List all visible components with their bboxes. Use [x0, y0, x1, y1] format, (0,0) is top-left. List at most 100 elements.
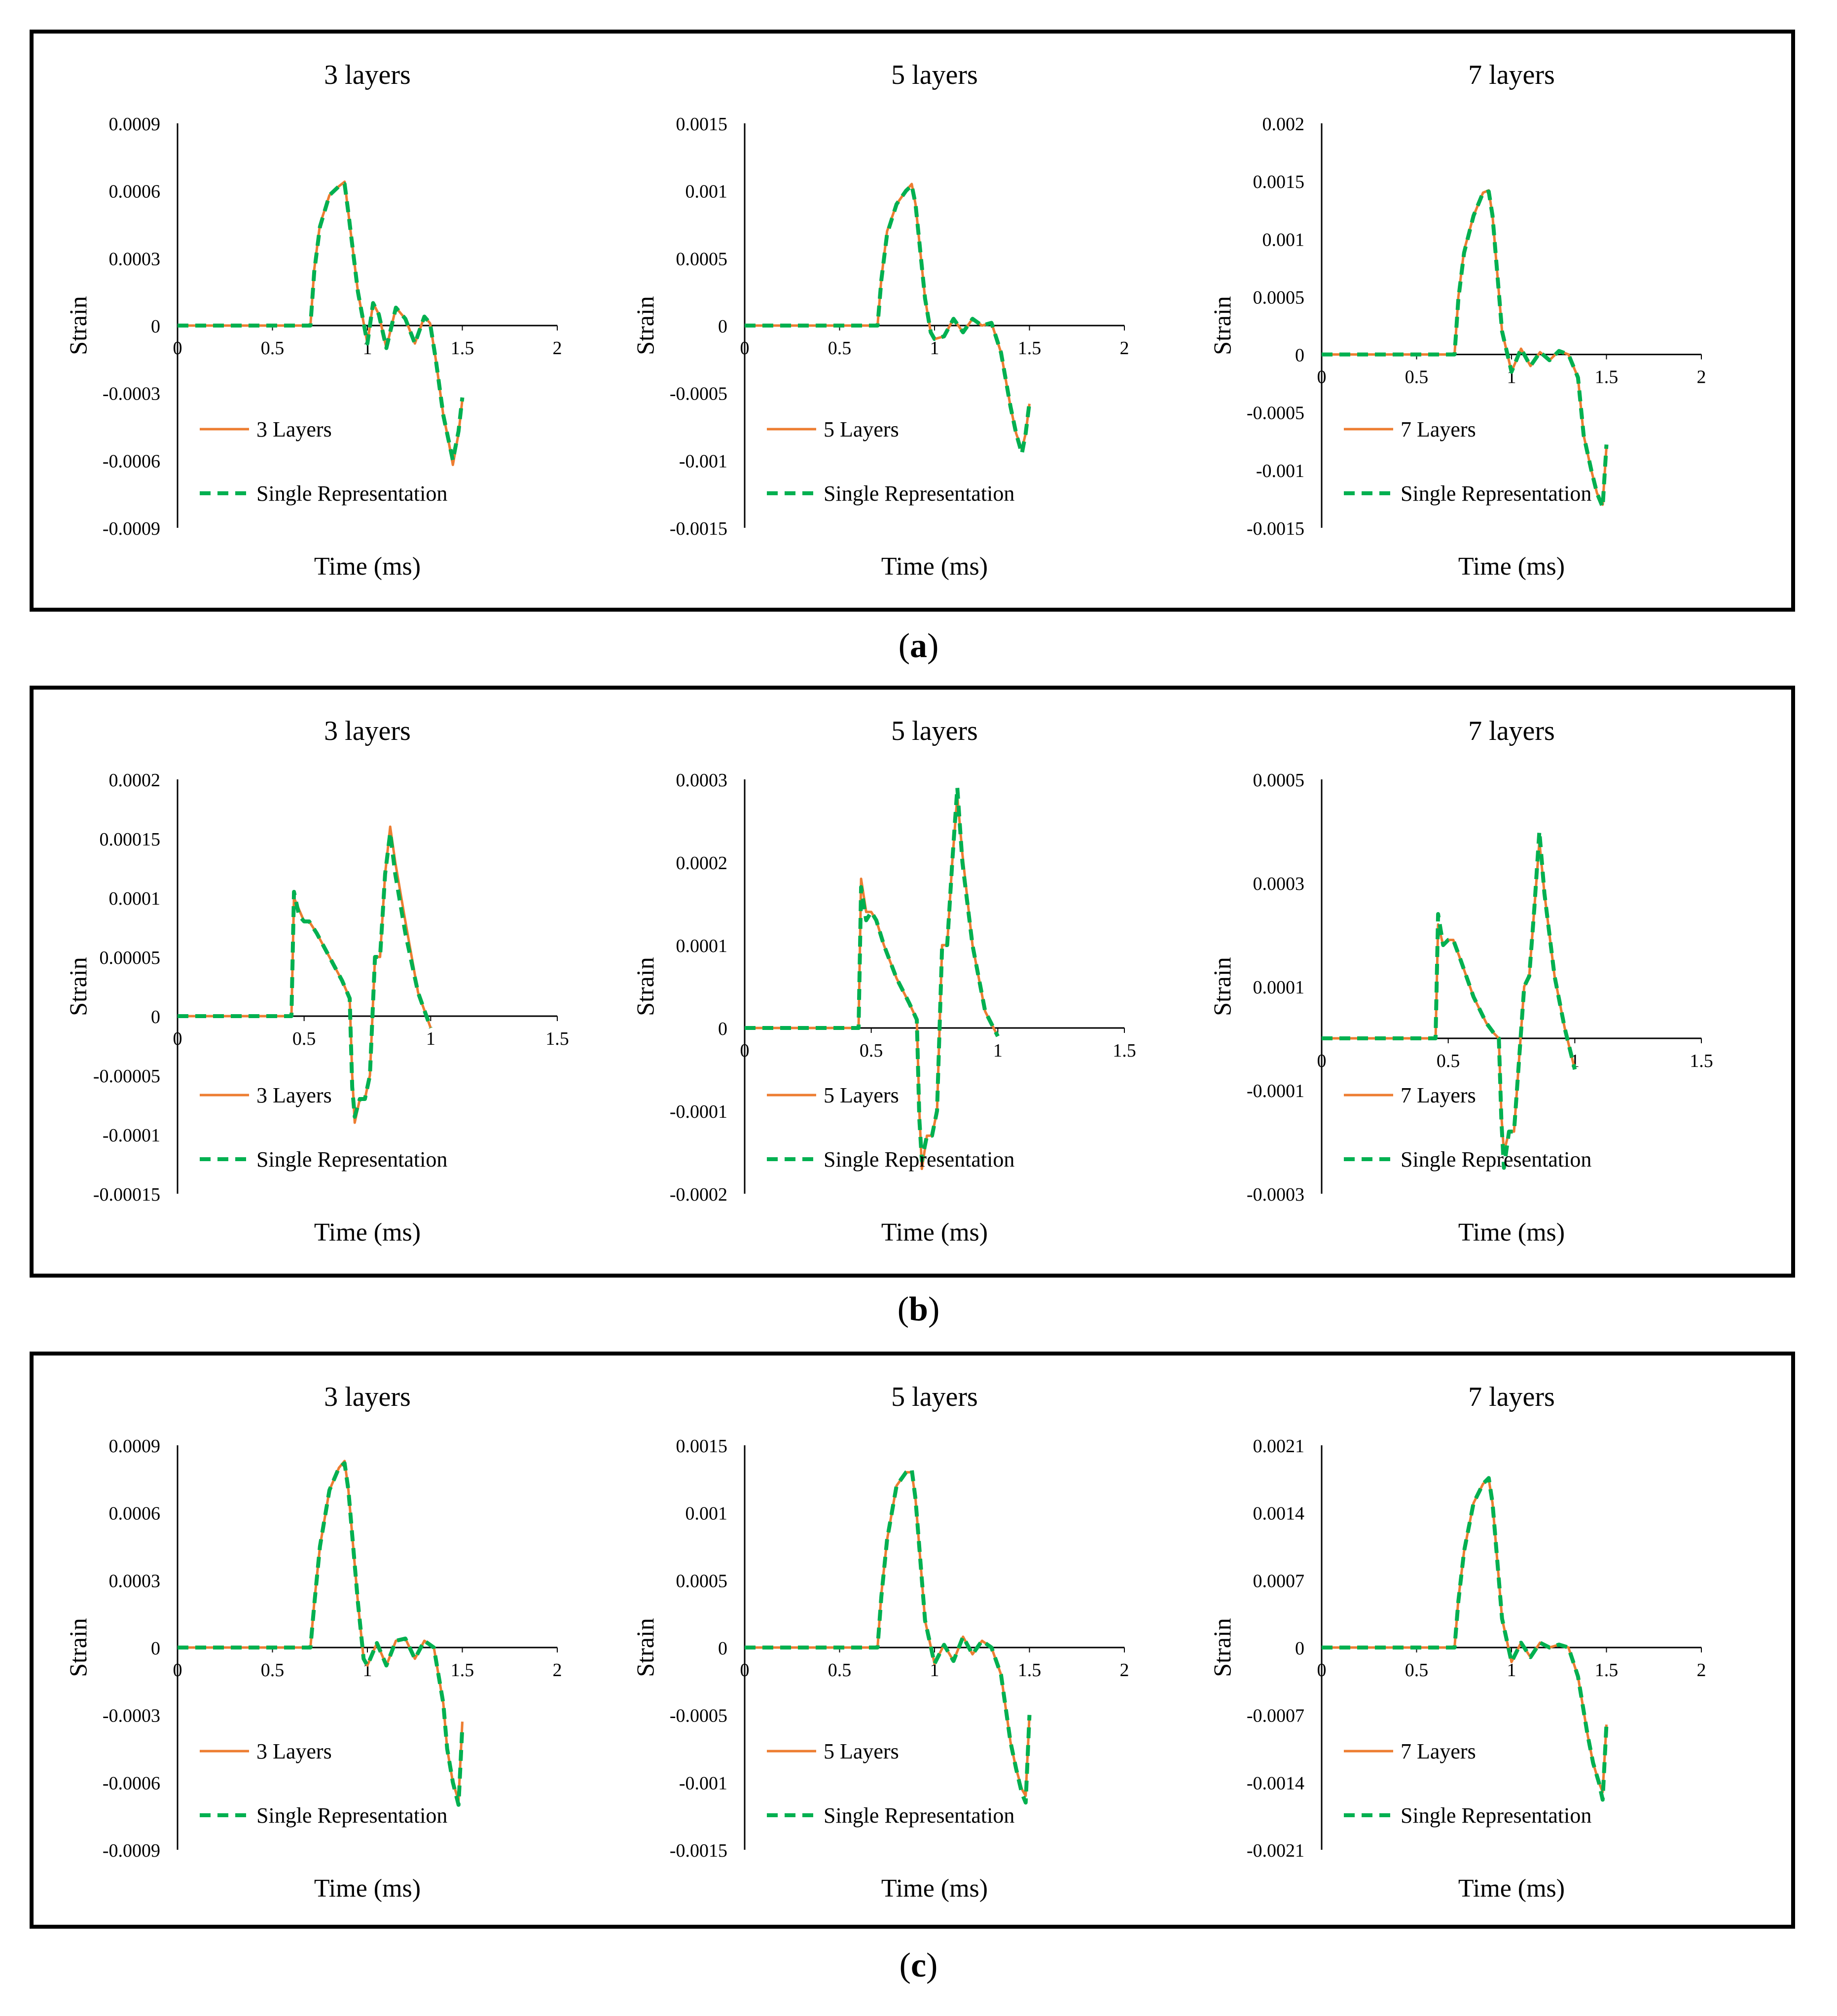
x-tick-label: 1.5: [1690, 1051, 1713, 1071]
y-tick-label: 0.0009: [109, 1436, 161, 1457]
chart-b-5-layers: 5 layers 0.0003 0.0002 0.0001 0 -0.0001 -0.000…: [631, 716, 1136, 1246]
y-tick-label: 0.0001: [109, 888, 161, 909]
panel-b: [30, 686, 1795, 1278]
x-tick-label: 1: [1507, 1660, 1516, 1681]
x-axis-label: Time (ms): [314, 1874, 421, 1903]
chart-c-7-layers: 7 layers 0.0021 0.0014 0.0007 0 -0.0007 -0.001…: [1208, 1382, 1706, 1903]
x-tick-label: 1: [993, 1040, 1003, 1061]
y-tick-label: -0.0003: [103, 1706, 160, 1726]
legend-label-1: Single Representation: [256, 481, 447, 506]
y-tick-label: 0: [718, 1638, 727, 1659]
y-tick-label: 0: [151, 1007, 160, 1027]
y-tick-label: -0.001: [679, 1773, 727, 1794]
y-tick-label: 0: [1295, 1638, 1304, 1659]
y-tick-label: 0.0003: [676, 770, 728, 791]
y-axis-label: Strain: [1208, 296, 1236, 355]
panel-label-b: (b): [897, 1290, 940, 1328]
y-tick-label: -0.0003: [1247, 1184, 1304, 1205]
y-tick-label: 0.0003: [109, 1571, 161, 1591]
y-tick-label: 0: [151, 1638, 160, 1659]
y-axis-label: Strain: [631, 296, 659, 355]
y-tick-label: 0.0001: [676, 936, 728, 956]
x-tick-label: 1.5: [545, 1028, 569, 1049]
legend-label-0: 7 Layers: [1401, 417, 1476, 441]
y-tick-label: 0.0005: [676, 249, 728, 269]
x-tick-label: 0.5: [261, 1660, 285, 1681]
x-axis-label: Time (ms): [881, 1874, 988, 1903]
y-tick-label: 0.0002: [109, 770, 161, 791]
x-tick-label: 0: [1317, 1660, 1327, 1681]
chart-title: 3 layers: [324, 60, 411, 90]
chart-title: 7 layers: [1468, 60, 1555, 90]
series-line-1: [745, 1467, 1032, 1805]
y-axis-label: Strain: [631, 1618, 659, 1677]
x-axis-label: Time (ms): [1458, 552, 1565, 581]
chart-title: 5 layers: [891, 716, 978, 746]
chart-title: 3 layers: [324, 716, 411, 746]
y-tick-label: 0.0014: [1253, 1503, 1305, 1524]
x-tick-label: 0: [740, 338, 750, 359]
y-tick-label: -0.0009: [103, 1840, 160, 1861]
series-line-1: [178, 1461, 465, 1807]
y-tick-label: 0.0006: [109, 1503, 161, 1524]
x-axis-label: Time (ms): [314, 1218, 421, 1246]
legend-label-1: Single Representation: [1401, 481, 1591, 506]
chart-title: 5 layers: [891, 60, 978, 90]
y-tick-label: 0.002: [1262, 114, 1305, 135]
chart-title: 7 layers: [1468, 1382, 1555, 1412]
y-tick-label: 0.0007: [1253, 1571, 1305, 1591]
y-tick-label: -0.0005: [1247, 403, 1304, 424]
x-tick-label: 1.5: [1018, 1660, 1042, 1681]
y-tick-label: 0.00005: [100, 948, 161, 968]
x-tick-label: 2: [553, 1660, 562, 1681]
y-tick-label: -0.0014: [1247, 1773, 1304, 1794]
x-tick-label: 2: [1120, 338, 1129, 359]
y-tick-label: -0.0015: [670, 1840, 727, 1861]
y-tick-label: -0.0002: [670, 1184, 727, 1205]
legend-label-1: Single Representation: [824, 481, 1014, 506]
x-tick-label: 0.5: [1437, 1051, 1460, 1071]
y-tick-label: 0.0021: [1253, 1436, 1305, 1457]
legend-label-0: 3 Layers: [256, 417, 332, 441]
y-tick-label: 0.0005: [676, 1571, 728, 1591]
y-axis-label: Strain: [64, 957, 92, 1016]
x-tick-label: 0: [173, 1660, 182, 1681]
series-line-1: [1322, 1476, 1609, 1802]
y-tick-label: 0: [1295, 345, 1304, 366]
y-tick-label: 0: [718, 316, 727, 337]
y-tick-label: -0.0015: [1247, 518, 1304, 539]
chart-b-3-layers: 3 layers 0.0002 0.00015 0.0001 0.00005 0 -0.00…: [64, 716, 569, 1246]
x-axis-label: Time (ms): [1458, 1218, 1565, 1246]
legend-label-0: 7 Layers: [1401, 1739, 1476, 1763]
x-tick-label: 0.5: [1405, 367, 1429, 388]
legend-label-1: Single Representation: [824, 1803, 1014, 1828]
x-tick-label: 0: [173, 338, 182, 359]
y-tick-label: 0.0001: [1253, 977, 1305, 998]
y-tick-label: -0.0006: [103, 1773, 160, 1794]
chart-a-5-layers: 5 layers 0.0015 0.001 0.0005 0 -0.0005 -0.001 -…: [631, 60, 1129, 581]
y-tick-label: -0.0009: [103, 518, 160, 539]
series-line-0: [745, 183, 1031, 451]
legend-label-0: 3 Layers: [256, 1083, 332, 1107]
y-tick-label: -0.0001: [103, 1125, 160, 1146]
x-tick-label: 0.5: [292, 1028, 316, 1049]
x-tick-label: 1: [426, 1028, 435, 1049]
y-tick-label: 0.0006: [109, 182, 161, 202]
x-tick-label: 1.5: [1113, 1040, 1136, 1061]
x-tick-label: 0: [740, 1660, 750, 1681]
series-line-1: [1322, 189, 1609, 509]
y-tick-label: -0.0005: [670, 1706, 727, 1726]
legend-label-0: 3 Layers: [256, 1739, 332, 1763]
legend-label-1: Single Representation: [256, 1147, 447, 1172]
y-tick-label: -0.0007: [1247, 1706, 1304, 1726]
chart-title: 7 layers: [1468, 716, 1555, 746]
chart-c-3-layers: 3 layers 0.0009 0.0006 0.0003 0 -0.0003 -0.000…: [64, 1382, 562, 1903]
x-tick-label: 2: [553, 338, 562, 359]
x-tick-label: 1: [1507, 367, 1516, 388]
x-tick-label: 0.5: [1405, 1660, 1429, 1681]
series-line-1: [745, 183, 1032, 456]
series-line-0: [178, 825, 432, 1124]
y-tick-label: 0.0002: [676, 853, 728, 874]
y-tick-label: 0.0005: [1253, 287, 1305, 308]
legend-label-0: 5 Layers: [824, 1739, 899, 1763]
